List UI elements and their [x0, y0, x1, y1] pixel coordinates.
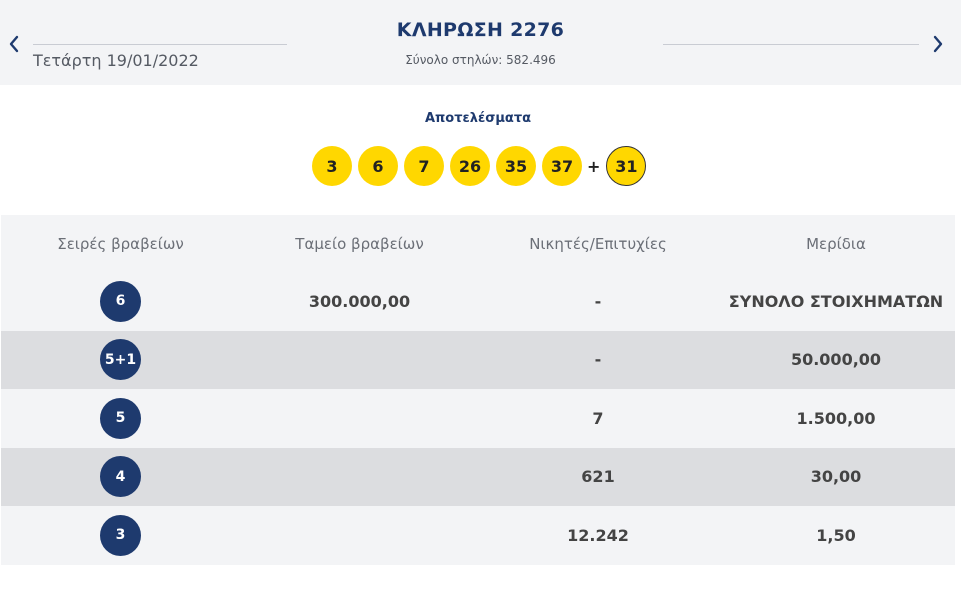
table-row: 6 300.000,00 - ΣΥΝΟΛΟ ΣΤΟΙΧΗΜΑΤΩΝ — [1, 272, 955, 331]
category-badge: 4 — [100, 456, 141, 498]
category-badge: 3 — [100, 514, 141, 556]
plus-sign: + — [587, 156, 601, 176]
prize-share: 50.000,00 — [790, 350, 882, 370]
winners-count: 621 — [581, 467, 615, 487]
table-row: 5+1 - 50.000,00 — [1, 330, 955, 389]
header-divider-right — [663, 44, 919, 45]
category-badge: 5+1 — [100, 339, 141, 381]
winners-count: - — [594, 291, 602, 311]
winning-numbers: 3 6 7 26 35 37 + 31 — [312, 146, 647, 186]
number-ball: 26 — [450, 146, 490, 186]
prize-share: 1.500,00 — [796, 408, 876, 428]
next-draw-button[interactable] — [928, 30, 948, 58]
previous-draw-button[interactable] — [4, 30, 24, 58]
number-ball: 3 — [312, 146, 352, 186]
winners-count: - — [594, 350, 602, 370]
category-badge: 5 — [100, 397, 141, 439]
header-winners: Νικητές/Επιτυχίες — [529, 234, 667, 253]
number-ball: 7 — [404, 146, 444, 186]
prize-share: 30,00 — [810, 467, 862, 487]
category-badge: 6 — [100, 280, 141, 322]
header-prize-fund: Ταμείο βραβείων — [295, 234, 424, 253]
chevron-right-icon — [933, 35, 943, 53]
table-row: 5 7 1.500,00 — [1, 389, 955, 448]
chevron-left-icon — [9, 35, 19, 53]
winners-count: 7 — [592, 408, 604, 428]
header-divider-left — [33, 44, 287, 45]
number-ball: 6 — [358, 146, 398, 186]
number-ball: 35 — [496, 146, 536, 186]
prize-table: Σειρές βραβείων Ταμείο βραβείων Νικητές/… — [1, 215, 955, 565]
number-ball: 37 — [542, 146, 582, 186]
columns-total: Σύνολο στηλών: 582.496 — [405, 53, 556, 67]
winners-count: 12.242 — [567, 525, 629, 545]
table-row: 4 621 30,00 — [1, 447, 955, 506]
table-row: 3 12.242 1,50 — [1, 506, 955, 565]
draw-header: Τετάρτη 19/01/2022 ΚΛΗΡΩΣΗ 2276 Σύνολο σ… — [0, 0, 961, 85]
header-shares: Μερίδια — [806, 234, 866, 253]
prize-share: ΣΥΝΟΛΟ ΣΤΟΙΧΗΜΑΤΩΝ — [728, 291, 944, 311]
header-prize-category: Σειρές βραβείων — [57, 234, 184, 253]
prize-share: 1,50 — [816, 525, 856, 545]
draw-date: Τετάρτη 19/01/2022 — [33, 51, 199, 70]
draw-title: ΚΛΗΡΩΣΗ 2276 — [396, 19, 565, 41]
results-label: Αποτελέσματα — [424, 111, 532, 126]
table-header: Σειρές βραβείων Ταμείο βραβείων Νικητές/… — [1, 215, 955, 272]
prize-fund: 300.000,00 — [308, 291, 411, 311]
joker-ball: 31 — [606, 146, 647, 186]
